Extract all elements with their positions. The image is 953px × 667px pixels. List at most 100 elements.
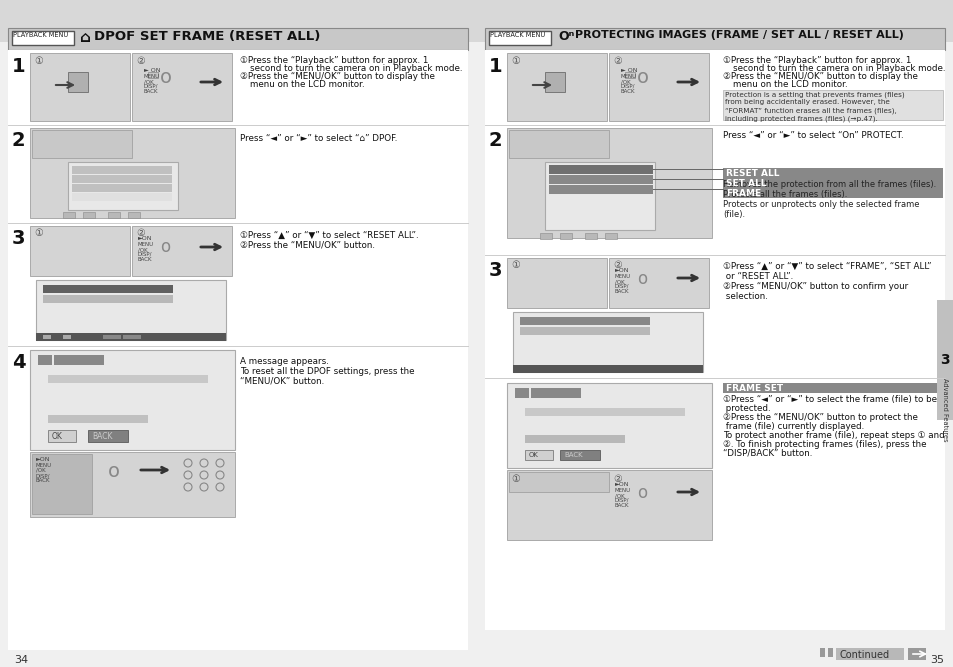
Text: BACK: BACK <box>144 89 158 94</box>
Text: ►ON: ►ON <box>615 482 629 487</box>
Bar <box>30 350 234 450</box>
Bar <box>509 130 608 158</box>
Bar <box>506 470 711 540</box>
Bar <box>559 450 599 460</box>
Bar <box>515 388 529 398</box>
Text: Continued: Continued <box>840 650 889 660</box>
Text: 3: 3 <box>940 353 949 367</box>
Bar <box>559 233 572 239</box>
Text: A message appears.: A message appears. <box>240 357 329 366</box>
Text: ②: ② <box>613 474 621 484</box>
Text: ②: ② <box>136 56 145 66</box>
Bar <box>548 165 652 174</box>
Bar <box>604 233 617 239</box>
Text: second to turn the camera on in Playback mode.: second to turn the camera on in Playback… <box>732 64 944 73</box>
Text: /OK: /OK <box>615 279 624 284</box>
Bar <box>38 355 52 365</box>
Text: MENU: MENU <box>144 74 160 79</box>
Text: ①Press the “Playback” button for approx. 1: ①Press the “Playback” button for approx.… <box>240 56 428 65</box>
Bar <box>820 648 824 657</box>
Bar <box>827 648 832 657</box>
Bar <box>936 300 953 420</box>
Text: BACK: BACK <box>36 478 51 483</box>
Bar <box>88 430 128 442</box>
Text: BACK: BACK <box>615 289 629 294</box>
Bar <box>722 168 942 178</box>
Text: 2: 2 <box>489 131 502 150</box>
Text: menu on the LCD monitor.: menu on the LCD monitor. <box>250 80 364 89</box>
Text: menu on the LCD monitor.: menu on the LCD monitor. <box>732 80 846 89</box>
Bar <box>36 280 226 340</box>
Text: /OK: /OK <box>138 247 148 252</box>
Text: “DISP/BACK” button.: “DISP/BACK” button. <box>722 449 812 458</box>
Text: DISP/: DISP/ <box>36 473 51 478</box>
Text: 3: 3 <box>12 229 26 248</box>
Text: Oⁿ: Oⁿ <box>558 30 574 43</box>
Text: ②: ② <box>136 228 145 238</box>
Text: MENU: MENU <box>615 488 631 493</box>
Text: ②: ② <box>613 260 621 270</box>
Text: FRAME: FRAME <box>725 189 760 198</box>
Text: o: o <box>108 462 120 481</box>
Bar <box>71 166 172 174</box>
Bar <box>506 383 711 468</box>
Text: 1: 1 <box>12 57 26 76</box>
Text: o: o <box>160 238 170 256</box>
Bar <box>484 50 944 630</box>
Bar <box>608 258 708 308</box>
Text: ►ON: ►ON <box>615 268 629 273</box>
Bar <box>12 31 74 45</box>
Text: ► ON: ► ON <box>620 68 637 73</box>
Text: Advanced Features: Advanced Features <box>941 378 947 442</box>
Text: 35: 35 <box>929 655 943 665</box>
Text: /OK: /OK <box>615 493 624 498</box>
Text: DISP/: DISP/ <box>138 252 152 257</box>
Text: 3: 3 <box>489 261 502 280</box>
Text: 1: 1 <box>489 57 502 76</box>
Text: Press “◄” or “►” to select “On” PROTECT.: Press “◄” or “►” to select “On” PROTECT. <box>722 131 902 140</box>
Bar <box>63 335 71 339</box>
Text: ①Press “◄” or “►” to select the frame (file) to be: ①Press “◄” or “►” to select the frame (f… <box>722 395 936 404</box>
Bar <box>544 72 564 92</box>
Text: Protects all the frames (files).: Protects all the frames (files). <box>722 190 846 199</box>
Text: ► ON: ► ON <box>144 68 160 73</box>
Bar <box>36 333 226 341</box>
Text: SET ALL: SET ALL <box>725 179 765 188</box>
Text: 2: 2 <box>12 131 26 150</box>
Text: “MENU/OK” button.: “MENU/OK” button. <box>240 377 324 386</box>
Text: /OK: /OK <box>36 468 46 473</box>
Text: o: o <box>637 484 646 502</box>
Text: MENU: MENU <box>620 74 637 79</box>
Bar <box>8 28 468 50</box>
Bar <box>71 193 172 201</box>
Text: OK: OK <box>52 432 63 441</box>
Bar <box>54 355 104 365</box>
Text: DISP/: DISP/ <box>144 84 158 89</box>
Text: ①: ① <box>34 56 43 66</box>
Text: DPOF SET FRAME (RESET ALL): DPOF SET FRAME (RESET ALL) <box>94 30 320 43</box>
Bar <box>539 233 552 239</box>
Bar <box>123 335 141 339</box>
Text: ①: ① <box>511 56 519 66</box>
Text: o: o <box>637 68 648 87</box>
Bar <box>519 317 649 325</box>
Text: BACK: BACK <box>563 452 582 458</box>
Text: /OK: /OK <box>144 79 153 84</box>
Text: DISP/: DISP/ <box>620 84 635 89</box>
Bar <box>524 408 684 416</box>
Text: ⌂: ⌂ <box>80 30 91 45</box>
Bar <box>128 212 140 218</box>
Bar <box>907 648 925 660</box>
Bar <box>48 415 148 423</box>
Text: MENU: MENU <box>138 242 154 247</box>
Bar <box>32 130 132 158</box>
Bar <box>513 312 702 372</box>
Text: second to turn the camera on in Playback mode.: second to turn the camera on in Playback… <box>250 64 462 73</box>
Text: RESET ALL: RESET ALL <box>725 169 779 178</box>
Text: protected.: protected. <box>722 404 770 413</box>
Bar <box>30 452 234 517</box>
Bar <box>548 175 652 184</box>
Text: 4: 4 <box>12 353 26 372</box>
Text: o: o <box>160 68 172 87</box>
Text: ②Press the “MENU/OK” button to protect the: ②Press the “MENU/OK” button to protect t… <box>722 413 917 422</box>
